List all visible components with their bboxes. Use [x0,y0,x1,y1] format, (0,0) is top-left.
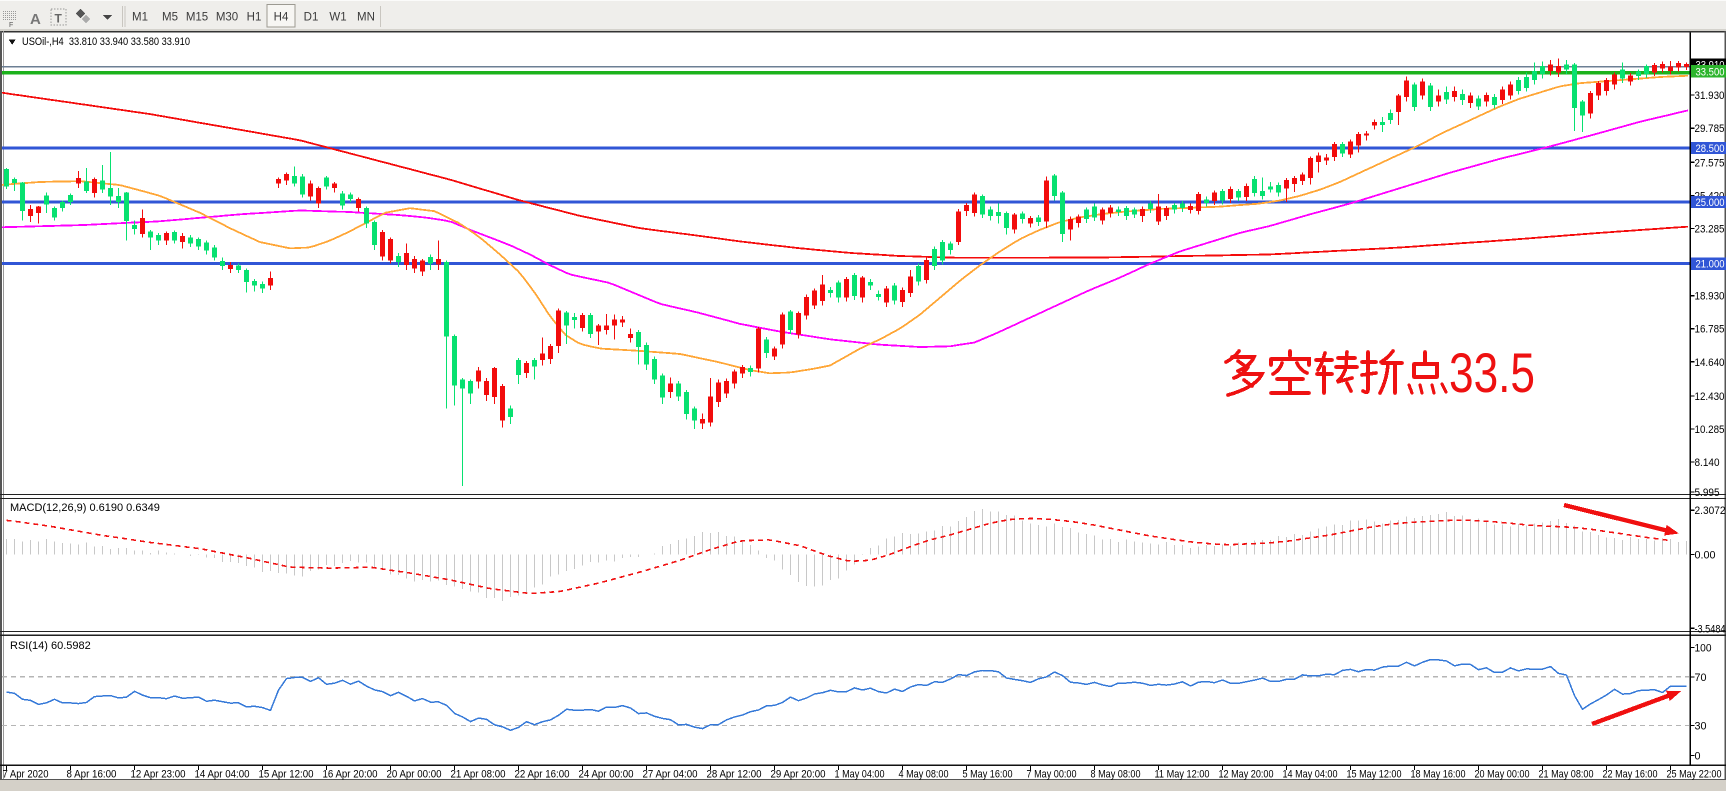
svg-text:W1: W1 [329,12,346,24]
svg-text:M5: M5 [162,12,178,24]
svg-text:7 Apr 2020: 7 Apr 2020 [3,769,49,781]
svg-text:31.930: 31.930 [1695,90,1725,102]
svg-text:MACD(12,26,9) 0.6190 0.6349: MACD(12,26,9) 0.6190 0.6349 [10,502,160,514]
svg-text:M15: M15 [186,12,208,24]
svg-text:29.785: 29.785 [1695,123,1725,135]
svg-text:21 Apr 08:00: 21 Apr 08:00 [451,769,506,781]
svg-text:30: 30 [1695,720,1707,732]
svg-text:16.785: 16.785 [1695,324,1725,336]
svg-text:20 Apr 00:00: 20 Apr 00:00 [387,769,442,781]
svg-text:28.500: 28.500 [1696,143,1725,155]
svg-text:14.640: 14.640 [1695,357,1725,369]
svg-text:27.575: 27.575 [1695,157,1725,169]
svg-text:D1: D1 [304,12,319,24]
svg-text:T: T [55,12,63,26]
svg-text:H1: H1 [247,12,262,24]
svg-text:27 Apr 04:00: 27 Apr 04:00 [643,769,698,781]
svg-text:22 Apr 16:00: 22 Apr 16:00 [515,769,570,781]
svg-text:0: 0 [1695,751,1701,763]
svg-text:10.285: 10.285 [1695,424,1725,436]
svg-text:12 Apr 23:00: 12 Apr 23:00 [131,769,186,781]
svg-text:M30: M30 [216,12,238,24]
svg-text:100: 100 [1695,643,1712,655]
svg-text:MN: MN [357,12,375,24]
svg-text:70: 70 [1695,672,1707,684]
svg-text:24 Apr 00:00: 24 Apr 00:00 [579,769,634,781]
svg-text:21.000: 21.000 [1696,259,1725,271]
svg-text:28 Apr 12:00: 28 Apr 12:00 [707,769,762,781]
svg-text:15 Apr 12:00: 15 Apr 12:00 [259,769,314,781]
svg-text:20 May 00:00: 20 May 00:00 [1475,769,1530,781]
svg-text:A: A [30,11,41,28]
svg-text:14 Apr 04:00: 14 Apr 04:00 [195,769,250,781]
svg-text:8 May 08:00: 8 May 08:00 [1091,769,1141,781]
svg-text:25.000: 25.000 [1696,197,1725,209]
svg-text:H4: H4 [274,12,289,24]
svg-text:5 May 16:00: 5 May 16:00 [963,769,1013,781]
svg-text:18.930: 18.930 [1695,291,1725,303]
svg-text:F: F [9,22,13,29]
svg-text:1 May 04:00: 1 May 04:00 [835,769,885,781]
svg-text:16 Apr 20:00: 16 Apr 20:00 [323,769,378,781]
svg-text:33.5: 33.5 [1449,341,1535,404]
svg-text:RSI(14) 60.5982: RSI(14) 60.5982 [10,640,91,652]
svg-text:0.00: 0.00 [1695,550,1716,562]
svg-text:5.995: 5.995 [1695,487,1720,499]
svg-text:29 Apr 20:00: 29 Apr 20:00 [771,769,826,781]
svg-text:8.140: 8.140 [1695,457,1720,469]
svg-text:25 May 22:00: 25 May 22:00 [1667,769,1722,781]
svg-text:23.285: 23.285 [1695,223,1725,235]
svg-text:USOil-,H4 33.810 33.940 33.58: USOil-,H4 33.810 33.940 33.580 33.910 [22,36,190,48]
svg-text:M1: M1 [132,12,148,24]
svg-text:12.430: 12.430 [1695,391,1725,403]
svg-text:18 May 16:00: 18 May 16:00 [1411,769,1466,781]
svg-text:14 May 04:00: 14 May 04:00 [1283,769,1338,781]
svg-text:22 May 16:00: 22 May 16:00 [1603,769,1658,781]
svg-text:21 May 08:00: 21 May 08:00 [1539,769,1594,781]
svg-text:4 May 08:00: 4 May 08:00 [899,769,949,781]
svg-text:15 May 12:00: 15 May 12:00 [1347,769,1402,781]
svg-text:33.500: 33.500 [1696,66,1725,78]
svg-text:11 May 12:00: 11 May 12:00 [1155,769,1210,781]
svg-text:8 Apr 16:00: 8 Apr 16:00 [67,769,117,781]
svg-text:12 May 20:00: 12 May 20:00 [1219,769,1274,781]
svg-text:2.3072: 2.3072 [1695,505,1726,517]
svg-text:7 May 00:00: 7 May 00:00 [1027,769,1077,781]
svg-text:-3.5484: -3.5484 [1695,623,1726,635]
